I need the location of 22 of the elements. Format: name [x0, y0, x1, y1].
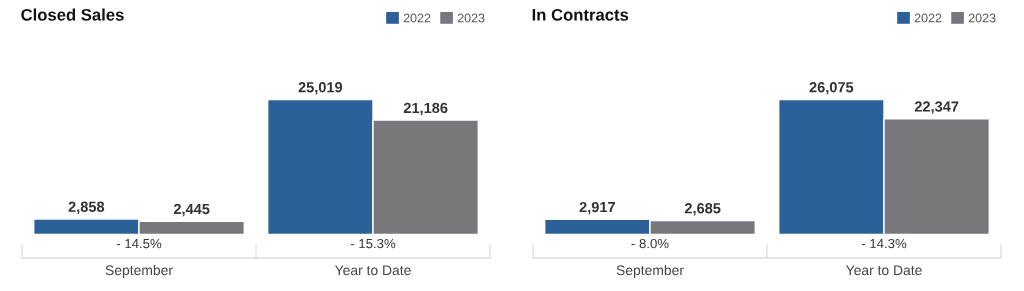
- data-label: 26,075: [809, 82, 854, 95]
- x-tick-label: Year to Date: [334, 265, 411, 276]
- data-label: 2,685: [684, 203, 721, 216]
- legend-label: 2023: [457, 13, 485, 23]
- data-label: 2,917: [579, 201, 615, 215]
- legend-label: 2023: [968, 13, 996, 23]
- x-tick-label: Year to Date: [845, 265, 922, 276]
- data-label: 21,186: [403, 102, 448, 116]
- text: - 14.3%: [861, 238, 907, 249]
- data-label: 2,445: [173, 203, 210, 217]
- legend-label: 2022: [403, 13, 431, 23]
- data-label: 22,347: [914, 101, 959, 114]
- x-tick-label: September: [616, 264, 684, 278]
- legend-label: 2022: [914, 13, 942, 23]
- text: - 15.3%: [350, 238, 396, 249]
- data-label: 2,858: [68, 201, 105, 215]
- chart-title: In Contracts: [532, 8, 629, 21]
- x-tick-label: September: [105, 264, 173, 278]
- data-label: 25,019: [298, 82, 343, 95]
- chart-title: Closed Sales: [21, 8, 124, 21]
- text: - 8.0%: [631, 238, 669, 249]
- text: - 14.5%: [116, 238, 162, 249]
